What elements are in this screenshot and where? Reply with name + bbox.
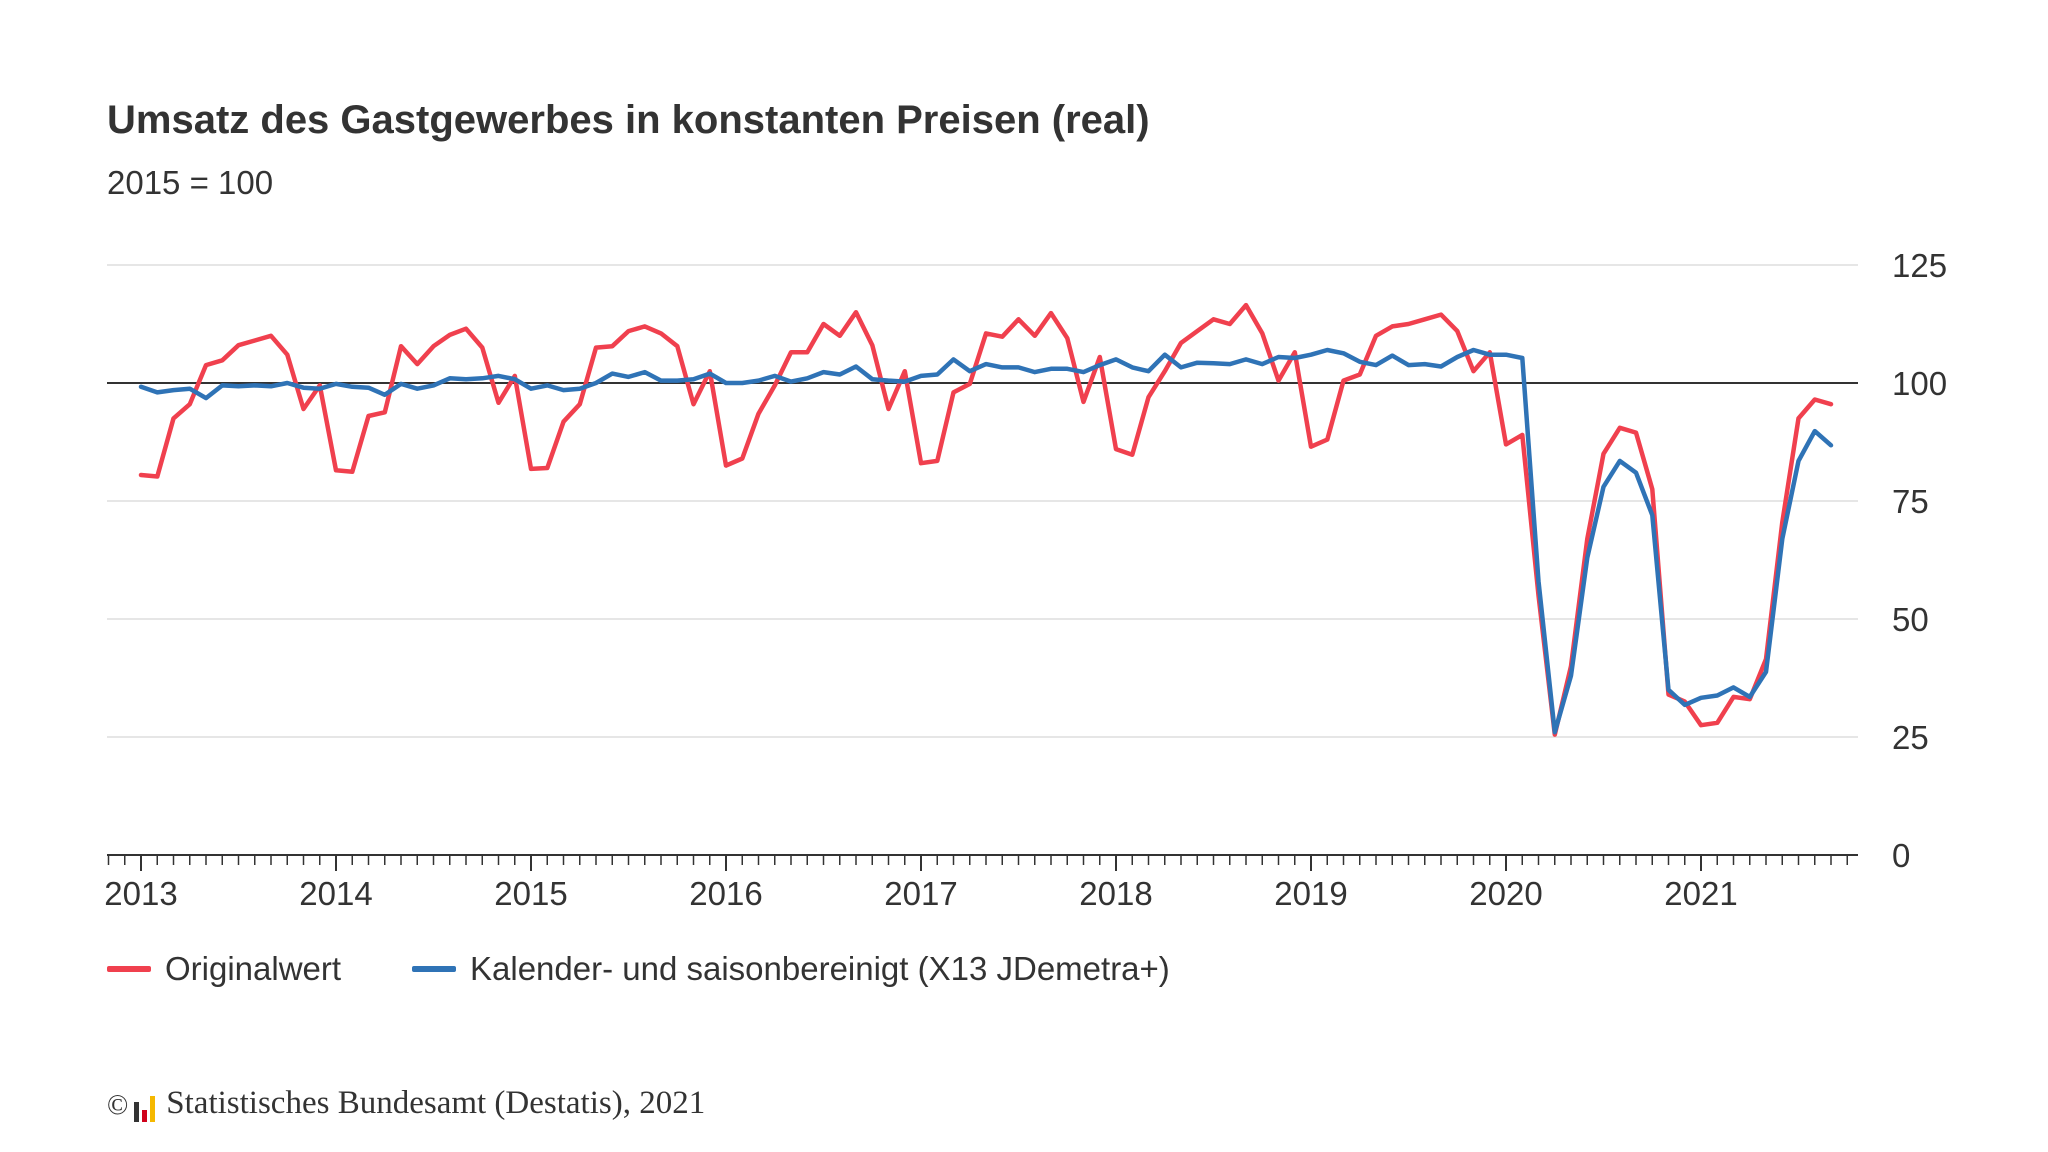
x-tick-label: 2014: [299, 875, 372, 912]
y-tick-label: 75: [1892, 483, 1929, 520]
y-tick-label: 100: [1892, 365, 1947, 402]
y-axis-labels: 0 25 50 75 100 125: [1892, 247, 1947, 874]
x-tick-label: 2016: [689, 875, 762, 912]
series-lines: [138, 302, 1834, 737]
chart-subtitle: 2015 = 100: [107, 164, 274, 201]
legend-swatch-originalwert: [107, 966, 151, 972]
legend-label-saisonbereinigt: Kalender- und saisonbereinigt (X13 JDeme…: [470, 950, 1170, 987]
x-tick-label: 2013: [104, 875, 177, 912]
x-tick-label: 2021: [1664, 875, 1737, 912]
x-tick-label: 2020: [1469, 875, 1542, 912]
destatis-logo-icon: [134, 1096, 158, 1122]
legend-swatch-saisonbereinigt: [412, 966, 456, 972]
footer-credit: © Statistisches Bundesamt (Destatis), 20…: [107, 1085, 705, 1122]
x-tick-label: 2018: [1079, 875, 1152, 912]
y-tick-label: 125: [1892, 247, 1947, 284]
series-line-saisonbereinigt: [138, 347, 1834, 735]
legend-label-originalwert: Originalwert: [165, 950, 342, 987]
series-line-originalwert: [138, 302, 1834, 737]
x-tick-label: 2017: [884, 875, 957, 912]
x-tick-label: 2019: [1274, 875, 1347, 912]
footer-text: Statistisches Bundesamt (Destatis), 2021: [166, 1085, 706, 1121]
y-tick-label: 25: [1892, 719, 1929, 756]
copyright-symbol: ©: [107, 1090, 129, 1121]
chart-title: Umsatz des Gastgewerbes in konstanten Pr…: [107, 98, 1150, 142]
legend-item-saisonbereinigt: Kalender- und saisonbereinigt (X13 JDeme…: [412, 950, 1170, 988]
y-tick-label: 0: [1892, 837, 1910, 874]
legend-item-originalwert: Originalwert: [107, 950, 341, 988]
x-tick-label: 2015: [494, 875, 567, 912]
x-axis: 2013 2014 2015 2016 2017 2018 2019 2020 2021: [104, 854, 1858, 912]
y-tick-label: 50: [1892, 601, 1929, 638]
